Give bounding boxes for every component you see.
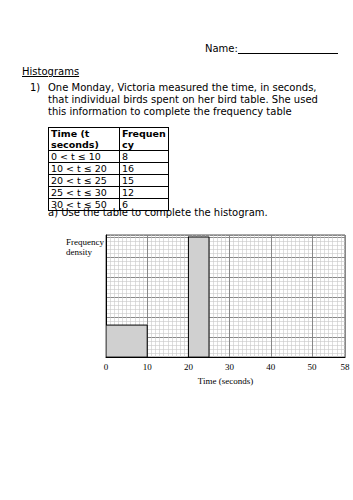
svg-text:30: 30 xyxy=(225,362,235,372)
svg-text:40: 40 xyxy=(266,362,276,372)
html-text:10 < t ≤ 20: 10 < t ≤ 20 xyxy=(51,163,107,174)
html-text:25 < t ≤ 30: 25 < t ≤ 30 xyxy=(51,187,107,198)
svg-text:Time (seconds): Time (seconds) xyxy=(198,376,253,386)
html-text:20 < t ≤ 25: 20 < t ≤ 25 xyxy=(51,175,107,186)
svg-text:10: 10 xyxy=(143,362,153,372)
html-text:12: 12 xyxy=(122,187,135,198)
svg-text:0: 0 xyxy=(104,362,109,372)
html-text:15: 15 xyxy=(122,175,135,186)
html-text:a) Use the table to complete t: a) Use the table to complete the histogr… xyxy=(48,207,268,218)
html-text:Frequency: Frequency xyxy=(122,128,166,150)
svg-text:58: 58 xyxy=(341,362,351,372)
html-text:30 < t ≤ 50: 30 < t ≤ 50 xyxy=(51,199,107,210)
html-text:0 < t ≤ 10: 0 < t ≤ 10 xyxy=(51,151,101,162)
html-text:16: 16 xyxy=(122,163,135,174)
svg-text:20: 20 xyxy=(184,362,194,372)
html-text:1): 1) xyxy=(30,82,41,93)
html-text:Histograms: Histograms xyxy=(22,66,80,77)
svg-text:Frequency: Frequency xyxy=(66,237,106,247)
html-text:6: 6 xyxy=(122,199,128,210)
html-text:Name:: Name: xyxy=(205,43,238,54)
svg-text:density: density xyxy=(66,247,92,257)
html-text:8: 8 xyxy=(122,151,128,162)
html-text:One Monday, Victoria measured: One Monday, Victoria measured the time, … xyxy=(48,82,318,117)
svg-text:50: 50 xyxy=(308,362,318,372)
html-text:Time (t seconds): Time (t seconds) xyxy=(51,128,99,150)
